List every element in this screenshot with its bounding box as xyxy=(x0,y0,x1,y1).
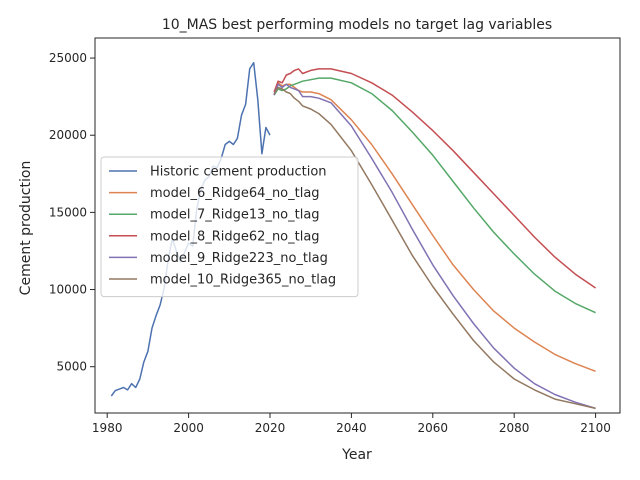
x-tick-label: 2040 xyxy=(336,421,367,435)
chart-title: 10_MAS best performing models no target … xyxy=(162,17,552,33)
x-tick-label: 2000 xyxy=(173,421,204,435)
legend-label-0: Historic cement production xyxy=(150,165,327,180)
legend-label-2: model_7_Ridge13_no_tlag xyxy=(150,208,320,223)
legend-box xyxy=(100,156,359,298)
y-tick-label: 20000 xyxy=(49,128,87,142)
x-tick-label: 2060 xyxy=(418,421,449,435)
legend-label-4: model_9_Ridge223_no_tlag xyxy=(150,251,328,266)
x-axis: 1980 2000 2020 2040 2060 2080 2100 xyxy=(92,413,611,435)
y-tick-label: 5000 xyxy=(56,360,87,374)
series-line-5 xyxy=(273,86,596,410)
series-line-1 xyxy=(273,82,596,373)
x-axis-label: Year xyxy=(341,447,372,463)
legend: Historic cement production model_6_Ridge6… xyxy=(100,156,359,298)
legend-label-1: model_6_Ridge64_no_tlag xyxy=(150,186,320,201)
x-tick-label: 1980 xyxy=(92,421,123,435)
x-tick-label: 2020 xyxy=(255,421,286,435)
series-line-4 xyxy=(273,83,596,410)
plot-area xyxy=(94,37,621,414)
x-tick-label: 2100 xyxy=(580,421,611,435)
y-axis: 5000 10000 15000 20000 25000 xyxy=(49,51,95,374)
legend-label-3: model_8_Ridge62_no_tlag xyxy=(150,229,320,244)
legend-label-5: model_10_Ridge365_no_tlag xyxy=(150,273,336,288)
series-line-3 xyxy=(273,68,597,289)
y-tick-label: 15000 xyxy=(49,205,87,219)
y-axis-label: Cement production xyxy=(18,161,34,296)
y-tick-label: 10000 xyxy=(49,283,87,297)
x-tick-label: 2080 xyxy=(499,421,530,435)
plot-frame xyxy=(94,37,621,414)
y-tick-label: 25000 xyxy=(49,51,87,65)
